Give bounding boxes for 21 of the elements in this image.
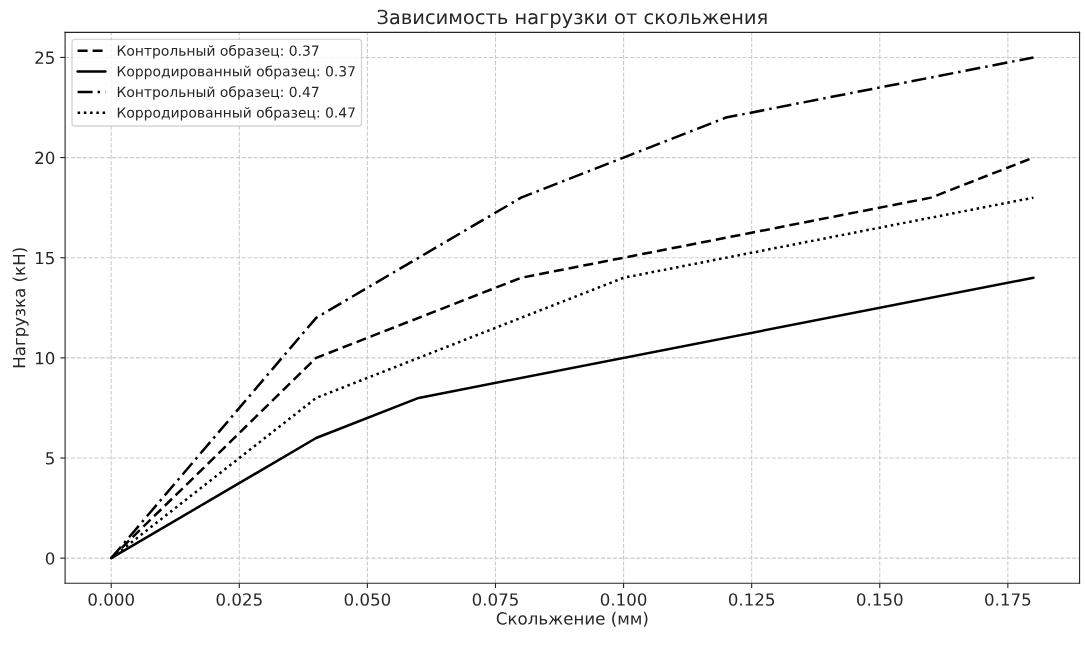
legend-label: Контрольный образец: 0.37 <box>117 44 319 59</box>
legend-label: Контрольный образец: 0.47 <box>117 86 319 100</box>
x-tick-label: 0.150 <box>857 593 903 606</box>
x-tick-label: 0.000 <box>88 593 134 606</box>
legend-label: Корродированный образец: 0.37 <box>117 65 355 80</box>
y-tick-label: 20 <box>35 151 55 165</box>
x-tick-label: 0.125 <box>728 593 775 606</box>
x-tick-label: 0.075 <box>472 593 518 606</box>
y-tick-label: 10 <box>36 351 55 365</box>
x-axis-title: Скольжение (мм) <box>496 611 648 627</box>
chart-title: Зависимость нагрузки от скольжения <box>377 9 767 29</box>
x-tick-label: 0.100 <box>600 593 647 606</box>
y-tick-label: 5 <box>46 452 54 465</box>
x-tick-label: 0.175 <box>985 593 1031 606</box>
y-tick-label: 0 <box>45 552 55 565</box>
y-tick-label: 15 <box>36 251 54 265</box>
y-axis-title: Нагрузка (кН) <box>12 248 29 368</box>
y-tick-label: 25 <box>35 51 54 65</box>
legend-label: Корродированный образец: 0.47 <box>117 106 355 121</box>
x-tick-label: 0.025 <box>216 593 262 606</box>
x-tick-label: 0.050 <box>344 593 391 606</box>
